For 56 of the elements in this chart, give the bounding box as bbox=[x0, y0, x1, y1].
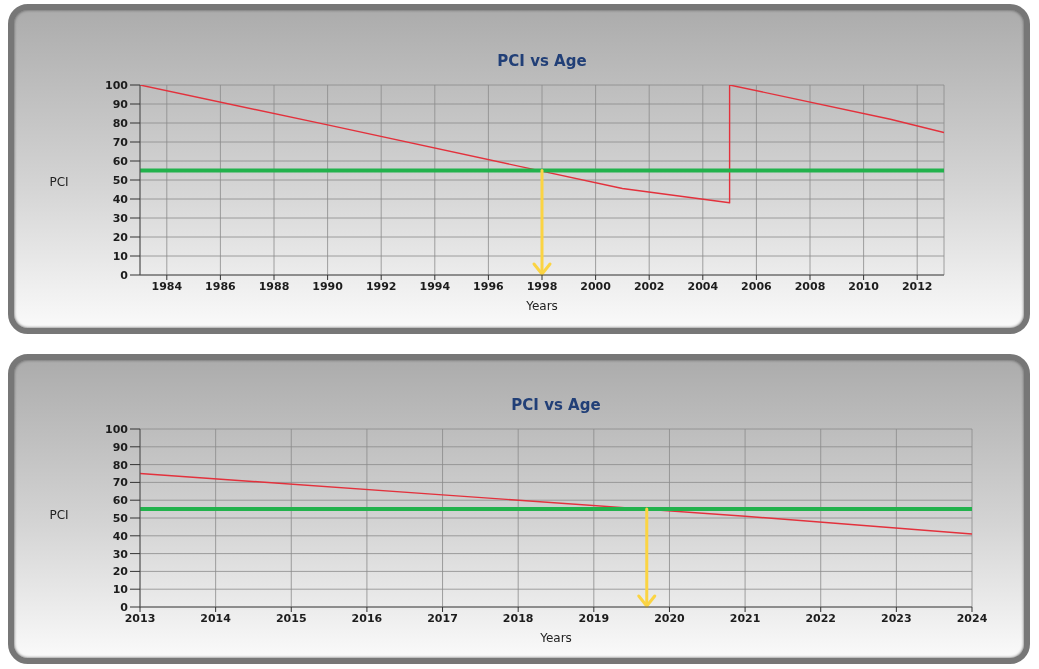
x-tick-label: 1988 bbox=[258, 279, 290, 293]
x-tick-label: 1994 bbox=[419, 279, 451, 293]
y-tick-label: 0 bbox=[120, 268, 129, 282]
x-tick-label: 2013 bbox=[124, 611, 156, 625]
x-tick-label: 2023 bbox=[881, 611, 912, 625]
x-tick-label: 2008 bbox=[794, 279, 826, 293]
chart-title: PCI vs Age bbox=[496, 52, 588, 70]
y-tick-label: 90 bbox=[112, 97, 129, 111]
x-axis-title: Years bbox=[525, 299, 559, 313]
x-tick-label: 2021 bbox=[729, 611, 761, 625]
x-tick-label: 1986 bbox=[205, 279, 237, 293]
x-tick-label: 2000 bbox=[580, 279, 612, 293]
y-tick-label: 30 bbox=[112, 547, 129, 561]
line-series bbox=[140, 472, 972, 535]
x-tick-label: 1990 bbox=[312, 279, 344, 293]
y-tick-label: 60 bbox=[112, 154, 129, 168]
x-tick-label: 2022 bbox=[805, 611, 837, 625]
x-tick-label: 1998 bbox=[526, 279, 558, 293]
x-tick-label: 2016 bbox=[351, 611, 383, 625]
x-tick-label: 2015 bbox=[275, 611, 307, 625]
x-tick-label: 2014 bbox=[200, 611, 232, 625]
y-tick-label: 40 bbox=[112, 192, 129, 206]
y-axis-title: PCI bbox=[48, 175, 70, 189]
chart-title: PCI vs Age bbox=[510, 396, 602, 414]
y-tick-label: 30 bbox=[112, 211, 129, 225]
y-tick-label: 50 bbox=[112, 173, 129, 187]
y-tick-label: 10 bbox=[112, 249, 129, 263]
x-tick-label: 2010 bbox=[848, 279, 880, 293]
y-tick-label: 100 bbox=[105, 422, 129, 436]
y-tick-label: 70 bbox=[112, 135, 129, 149]
x-tick-label: 1984 bbox=[151, 279, 183, 293]
x-tick-label: 2017 bbox=[427, 611, 458, 625]
y-tick-label: 60 bbox=[112, 494, 129, 508]
y-tick-label: 10 bbox=[112, 583, 129, 597]
y-tick-label: 20 bbox=[112, 565, 129, 579]
x-tick-label: 1992 bbox=[365, 279, 397, 293]
y-axis-title: PCI bbox=[48, 508, 70, 522]
y-tick-label: 80 bbox=[112, 116, 129, 130]
y-tick-label: 20 bbox=[112, 230, 129, 244]
x-tick-label: 2012 bbox=[901, 279, 933, 293]
x-tick-label: 2004 bbox=[687, 279, 719, 293]
x-tick-label: 2002 bbox=[633, 279, 665, 293]
y-tick-label: 40 bbox=[112, 529, 129, 543]
x-tick-label: 2020 bbox=[654, 611, 686, 625]
y-tick-label: 50 bbox=[112, 511, 129, 525]
y-tick-label: 100 bbox=[105, 78, 129, 92]
y-tick-label: 70 bbox=[112, 476, 129, 490]
x-tick-label: 2024 bbox=[956, 611, 988, 625]
x-tick-label: 2018 bbox=[502, 611, 534, 625]
x-tick-label: 2006 bbox=[741, 279, 773, 293]
y-tick-label: 90 bbox=[112, 440, 129, 454]
y-tick-label: 80 bbox=[112, 458, 129, 472]
y-tick-label: 0 bbox=[120, 600, 129, 614]
x-axis-title: Years bbox=[539, 631, 573, 645]
x-tick-label: 1996 bbox=[473, 279, 505, 293]
x-tick-label: 2019 bbox=[578, 611, 610, 625]
